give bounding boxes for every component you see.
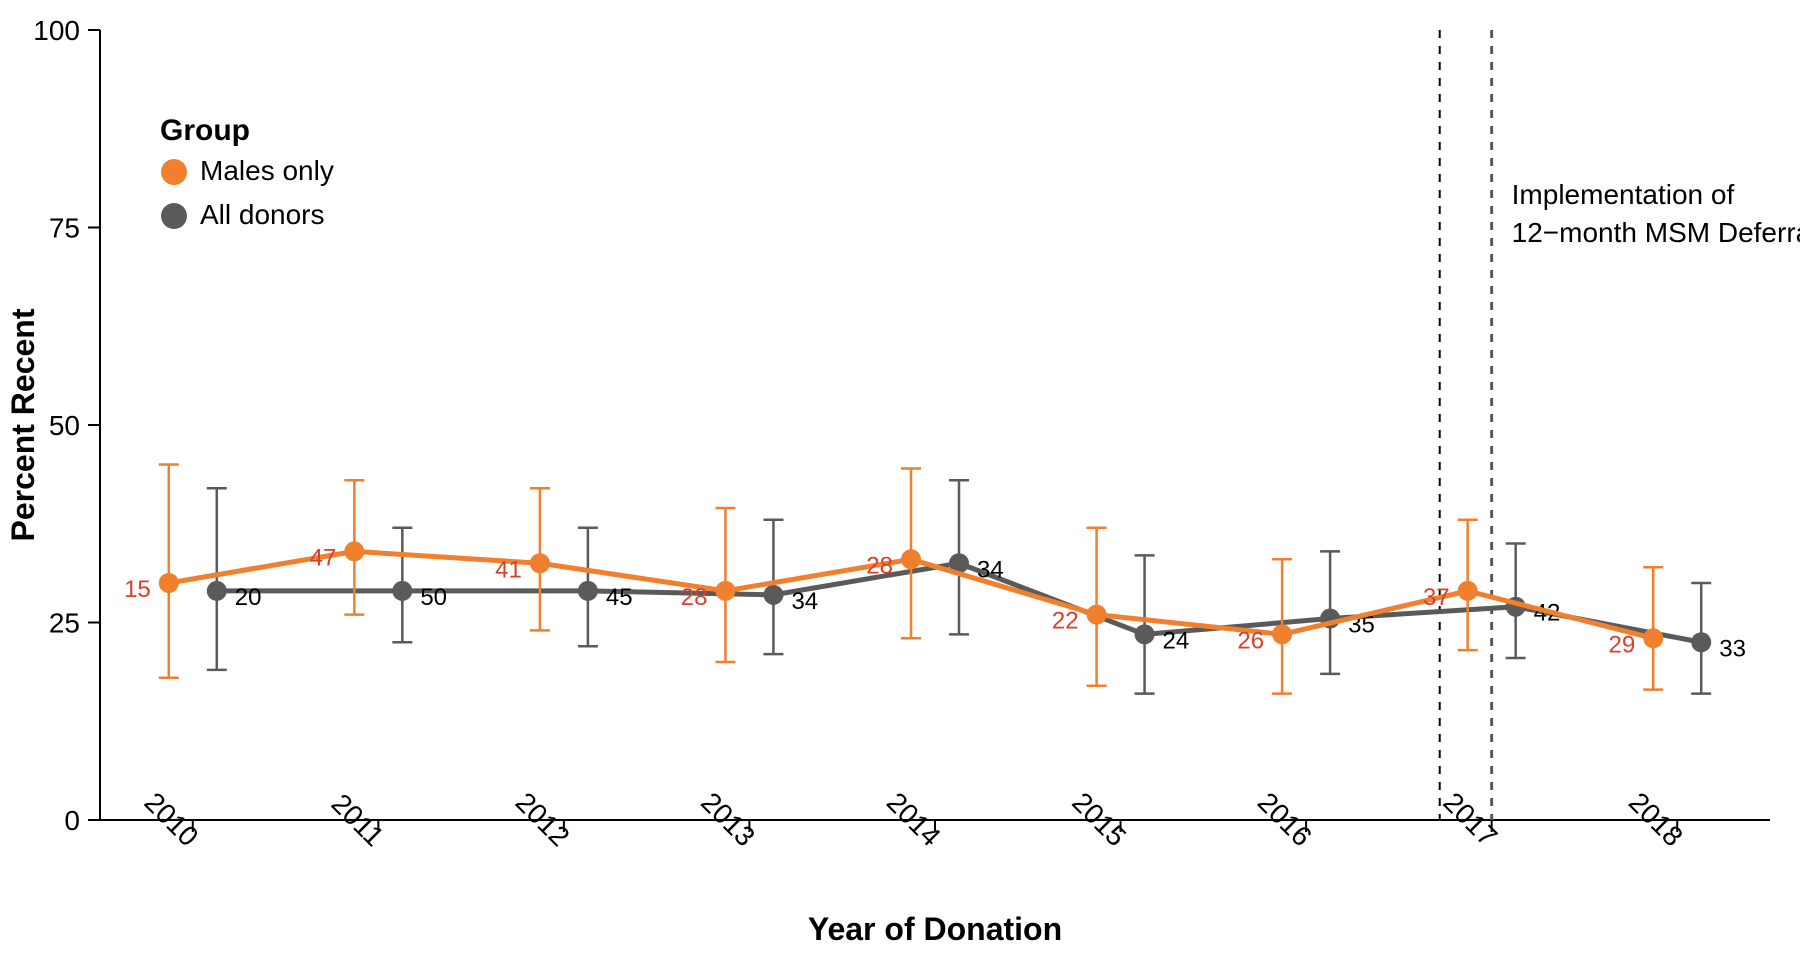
data-point — [1691, 632, 1711, 652]
data-point — [1458, 581, 1478, 601]
data-point — [1135, 624, 1155, 644]
x-axis-label: Year of Donation — [808, 911, 1062, 947]
n-label: 41 — [495, 556, 522, 583]
data-point — [1272, 624, 1292, 644]
n-label: 50 — [420, 584, 447, 611]
legend-title: Group — [160, 114, 250, 147]
y-tick-label: 50 — [49, 410, 80, 441]
data-point — [715, 581, 735, 601]
n-label: 20 — [235, 584, 262, 611]
y-tick-label: 25 — [49, 608, 80, 639]
n-label: 15 — [124, 576, 151, 603]
n-label: 28 — [866, 552, 893, 579]
n-label: 47 — [310, 544, 337, 571]
data-point — [344, 541, 364, 561]
legend-label: Males only — [200, 155, 334, 186]
y-axis-label: Percent Recent — [5, 308, 41, 541]
data-point — [763, 585, 783, 605]
n-label: 24 — [1163, 627, 1190, 654]
annotation-text: Implementation of — [1512, 179, 1735, 210]
n-label: 29 — [1609, 631, 1636, 658]
chart-container: 0255075100201020112012201320142015201620… — [0, 0, 1800, 973]
data-point — [392, 581, 412, 601]
n-label: 45 — [606, 584, 633, 611]
n-label: 26 — [1237, 627, 1264, 654]
annotation-text: 12−month MSM Deferral — [1512, 217, 1800, 248]
data-point — [578, 581, 598, 601]
n-label: 34 — [791, 588, 818, 615]
y-tick-label: 0 — [64, 805, 80, 836]
y-tick-label: 100 — [33, 15, 80, 46]
data-point — [159, 573, 179, 593]
data-point — [207, 581, 227, 601]
data-point — [901, 549, 921, 569]
legend-swatch — [161, 203, 187, 229]
n-label: 33 — [1719, 635, 1746, 662]
n-label: 22 — [1052, 608, 1079, 635]
data-point — [1087, 605, 1107, 625]
data-point — [1643, 628, 1663, 648]
legend-swatch — [161, 159, 187, 185]
n-label: 37 — [1423, 584, 1450, 611]
y-tick-label: 75 — [49, 213, 80, 244]
n-label: 28 — [681, 584, 708, 611]
data-point — [530, 553, 550, 573]
legend-label: All donors — [200, 199, 325, 230]
